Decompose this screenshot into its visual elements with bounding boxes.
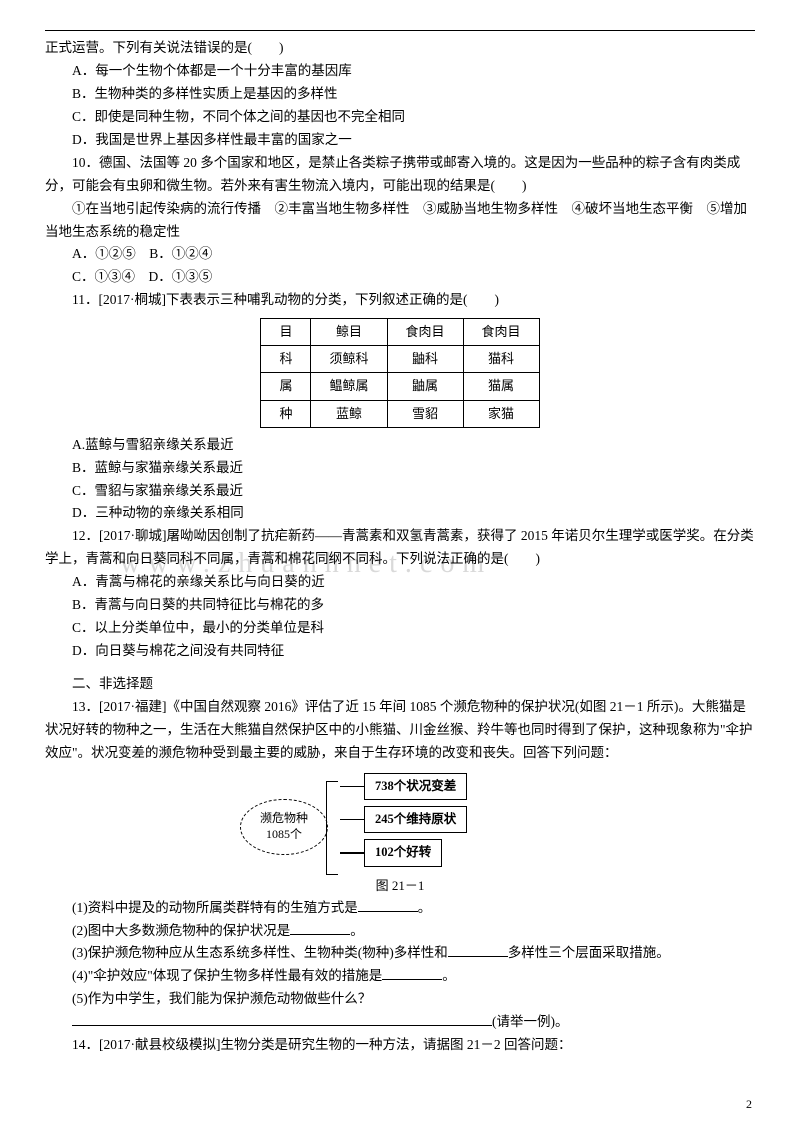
q11-opt-c: C．雪貂与家猫亲缘关系最近: [72, 480, 755, 503]
page-number: 2: [746, 1094, 752, 1114]
blank: [448, 944, 508, 958]
cell: 雪貂: [387, 400, 463, 427]
q9-opt-a: A．每一个生物个体都是一个十分丰富的基因库: [72, 60, 755, 83]
q12-lead: 12．[2017·聊城]屠呦呦因创制了抗疟新药——青蒿素和双氢青蒿素，获得了 2…: [45, 525, 755, 571]
connector: [340, 786, 364, 788]
cell: 鲸目: [311, 319, 387, 346]
q13-p3a: (3)保护濒危物种应从生态系统多样性、生物种类(物种)多样性和: [72, 945, 448, 960]
q13-p1-text: (1)资料中提及的动物所属类群特有的生殖方式是: [72, 900, 358, 915]
connector: [340, 852, 364, 854]
q13-p4-text: (4)"伞护效应"体现了保护生物多样性最有效的措施是: [72, 968, 382, 983]
cell: 种: [261, 400, 311, 427]
q12-opt-c: C．以上分类单位中，最小的分类单位是科: [72, 617, 755, 640]
q11-table: 目 鲸目 食肉目 食肉目 科 须鲸科 鼬科 猫科 属 鳁鲸属 鼬属 猫属 种 蓝…: [260, 318, 539, 427]
q10-items: ①在当地引起传染病的流行传播 ②丰富当地生物多样性 ③威胁当地生物多样性 ④破坏…: [45, 198, 755, 244]
cell: 鳁鲸属: [311, 373, 387, 400]
q9-opt-d: D．我国是世界上基因多样性最丰富的国家之一: [72, 129, 755, 152]
diagram-box-3: 102个好转: [364, 839, 442, 866]
q11-opt-b: B．蓝鲸与家猫亲缘关系最近: [72, 457, 755, 480]
q10-lead: 10．德国、法国等 20 多个国家和地区，是禁止各类粽子携带或邮寄入境的。这是因…: [45, 152, 755, 198]
q13-p1-end: 。: [418, 900, 432, 915]
q11-opt-d: D．三种动物的亲缘关系相同: [72, 502, 755, 525]
cell: 食肉目: [463, 319, 539, 346]
blank: [290, 921, 350, 935]
q10-opt-ab: A．①②⑤ B．①②④: [72, 243, 755, 266]
section2-title: 二、非选择题: [45, 673, 755, 696]
blank: [382, 967, 442, 981]
cell: 猫属: [463, 373, 539, 400]
cell: 食肉目: [387, 319, 463, 346]
q13-p3: (3)保护濒危物种应从生态系统多样性、生物种类(物种)多样性和 多样性三个层面采取…: [45, 942, 755, 965]
fig-caption: 图 21－1: [45, 875, 755, 897]
cell: 蓝鲸: [311, 400, 387, 427]
cell: 猫科: [463, 346, 539, 373]
q13-p2: (2)图中大多数濒危物种的保护状况是 。: [45, 920, 755, 943]
q11-opt-a: A.蓝鲸与雪貂亲缘关系最近: [72, 434, 755, 457]
diagram-box-2: 245个维持原状: [364, 806, 467, 833]
q9-opt-b: B．生物种类的多样性实质上是基因的多样性: [72, 83, 755, 106]
q10-opt-cd: C．①③④ D．①③⑤: [72, 266, 755, 289]
q9-lead: 正式运营。下列有关说法错误的是( ): [45, 37, 755, 60]
q13-p5-line: (请举一例)。: [45, 1011, 755, 1034]
cell: 家猫: [463, 400, 539, 427]
q13-p3b: 多样性三个层面采取措施。: [508, 945, 670, 960]
ellipse-line2: 1085个: [266, 827, 302, 843]
q12-opt-a: A．青蒿与棉花的亲缘关系比与向日葵的近: [72, 571, 755, 594]
cell: 属: [261, 373, 311, 400]
cell: 目: [261, 319, 311, 346]
cell: 鼬科: [387, 346, 463, 373]
ellipse-line1: 濒危物种: [260, 811, 308, 827]
cell: 鼬属: [387, 373, 463, 400]
diagram-bracket: [326, 781, 338, 875]
q13-p5: (5)作为中学生，我们能为保护濒危动物做些什么？: [45, 988, 755, 1011]
q13-p4-end: 。: [442, 968, 456, 983]
q9-opt-c: C．即使是同种生物，不同个体之间的基因也不完全相同: [72, 106, 755, 129]
blank-long: [72, 1013, 492, 1027]
diagram-box-1: 738个状况变差: [364, 773, 467, 800]
q13-p4: (4)"伞护效应"体现了保护生物多样性最有效的措施是 。: [45, 965, 755, 988]
q12-opt-b: B．青蒿与向日葵的共同特征比与棉花的多: [72, 594, 755, 617]
blank: [358, 898, 418, 912]
q11-lead: 11．[2017·桐城]下表表示三种哺乳动物的分类，下列叙述正确的是( ): [45, 289, 755, 312]
q13-p2-end: 。: [350, 923, 364, 938]
cell: 科: [261, 346, 311, 373]
diagram-ellipse: 濒危物种 1085个: [240, 799, 328, 855]
connector: [340, 819, 364, 821]
cell: 须鲸科: [311, 346, 387, 373]
q12-opt-d: D．向日葵与棉花之间没有共同特征: [72, 640, 755, 663]
q13-p2-text: (2)图中大多数濒危物种的保护状况是: [72, 923, 290, 938]
q13-diagram: 濒危物种 1085个 738个状况变差 245个维持原状 102个好转: [240, 773, 560, 867]
q14-lead: 14．[2017·献县校级模拟]生物分类是研究生物的一种方法，请据图 21－2 …: [45, 1034, 755, 1057]
q13-p5-end: (请举一例)。: [492, 1014, 569, 1029]
q13-p1: (1)资料中提及的动物所属类群特有的生殖方式是 。: [45, 897, 755, 920]
q13-lead: 13．[2017·福建]《中国自然观察 2016》评估了近 15 年间 1085…: [45, 696, 755, 765]
